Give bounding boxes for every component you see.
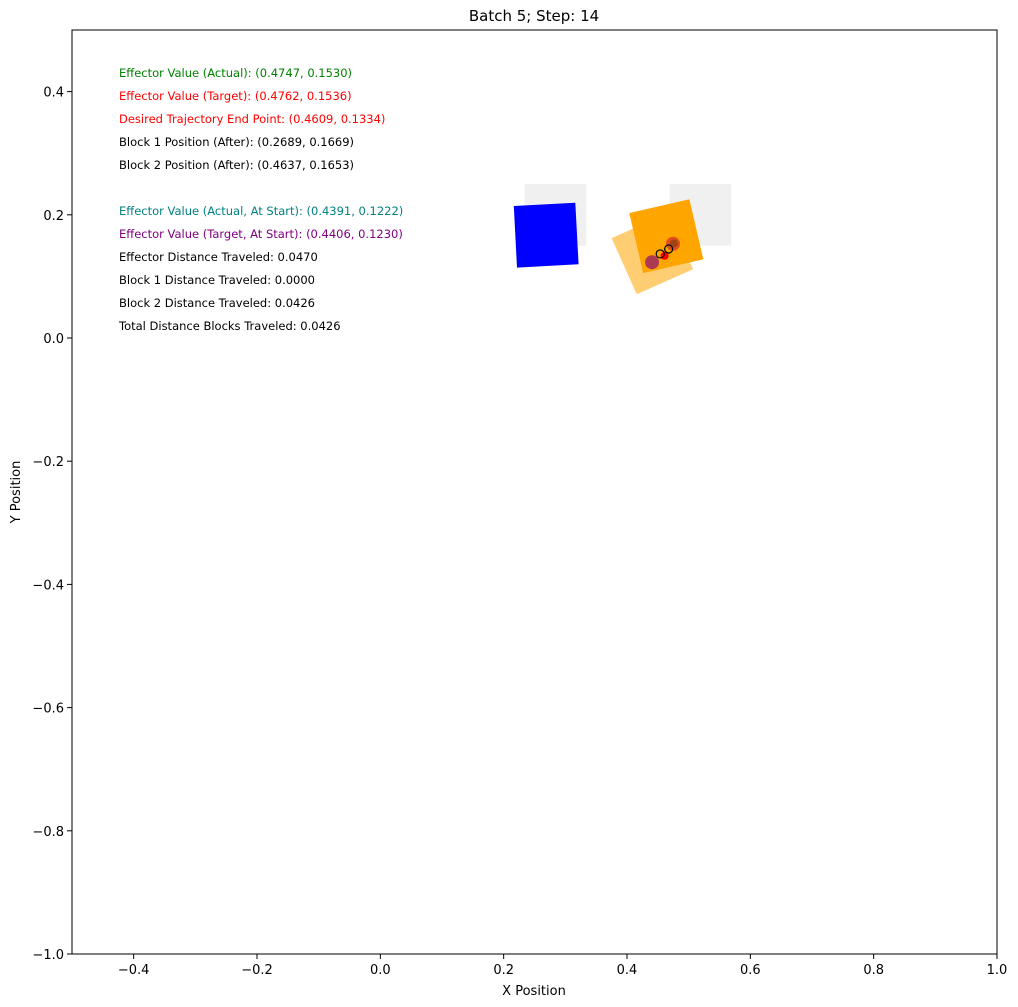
annotation-line: Effector Value (Target, At Start): (0.44… bbox=[119, 227, 403, 241]
y-tick-label: 0.0 bbox=[43, 332, 64, 347]
trajectory-point-1 bbox=[655, 249, 665, 259]
block-2-after bbox=[629, 199, 704, 274]
x-axis-title: X Position bbox=[502, 984, 566, 999]
annotation-line: Effector Value (Actual, At Start): (0.43… bbox=[119, 204, 403, 218]
plot-content bbox=[513, 184, 732, 295]
x-tick-label: −0.2 bbox=[241, 963, 273, 978]
x-tick-label: 1.0 bbox=[987, 963, 1008, 978]
annotation-line: Total Distance Blocks Traveled: 0.0426 bbox=[118, 319, 341, 333]
chart-title: Batch 5; Step: 14 bbox=[469, 7, 599, 25]
x-tick-label: 0.8 bbox=[863, 963, 884, 978]
annotation-line: Effector Distance Traveled: 0.0470 bbox=[119, 250, 318, 264]
x-tick-label: 0.0 bbox=[370, 963, 391, 978]
y-tick-label: 0.4 bbox=[43, 86, 64, 101]
axes-frame bbox=[71, 29, 998, 955]
y-tick-label: −0.4 bbox=[32, 578, 64, 593]
trajectory-point-2 bbox=[664, 244, 674, 254]
x-tick-label: 0.6 bbox=[740, 963, 761, 978]
annotation-line: Effector Value (Actual): (0.4747, 0.1530… bbox=[119, 66, 352, 80]
y-axis-title: Y Position bbox=[9, 461, 24, 525]
effector-target-marker bbox=[669, 239, 678, 248]
annotation-line: Desired Trajectory End Point: (0.4609, 0… bbox=[119, 112, 385, 126]
annotation-block: Effector Value (Actual): (0.4747, 0.1530… bbox=[118, 66, 403, 333]
effector-target-start-marker bbox=[645, 255, 660, 270]
y-tick-label: −1.0 bbox=[32, 948, 64, 963]
x-tick-label: 0.2 bbox=[493, 963, 514, 978]
annotation-line: Effector Value (Target): (0.4762, 0.1536… bbox=[119, 89, 352, 103]
y-tick-label: −0.2 bbox=[32, 455, 64, 470]
axis-ticks: −0.4 −0.2 0.0 0.2 0.4 0.6 0.8 1.0 0.4 0.2 0.0 −0.2 −… bbox=[32, 86, 1007, 978]
annotation-line: Block 2 Position (After): (0.4637, 0.165… bbox=[119, 158, 354, 172]
x-tick-label: 0.4 bbox=[617, 963, 638, 978]
y-tick-label: −0.8 bbox=[32, 825, 64, 840]
y-tick-label: 0.2 bbox=[43, 209, 64, 224]
block-1-after bbox=[513, 202, 579, 268]
annotation-line: Block 1 Distance Traveled: 0.0000 bbox=[119, 273, 315, 287]
annotation-line: Block 1 Position (After): (0.2689, 0.166… bbox=[119, 135, 354, 149]
annotation-line: Block 2 Distance Traveled: 0.0426 bbox=[119, 296, 315, 310]
y-tick-label: −0.6 bbox=[32, 702, 64, 717]
x-tick-label: −0.4 bbox=[118, 963, 150, 978]
